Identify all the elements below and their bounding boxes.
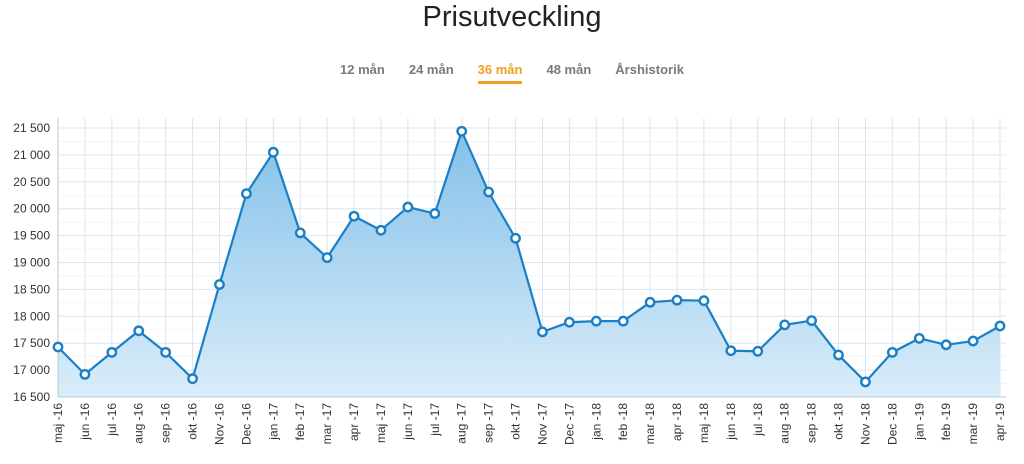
y-tick-label: 18 500 <box>13 282 50 296</box>
x-tick-label: feb -17 <box>293 403 307 441</box>
tab-48-months[interactable]: 48 mån <box>546 62 592 77</box>
data-point <box>267 146 279 158</box>
data-point <box>860 376 871 388</box>
x-tick-label: jul -18 <box>751 403 765 437</box>
x-tick-label: mar -19 <box>966 403 980 445</box>
x-tick-label: sep -17 <box>482 403 496 443</box>
x-tick-label: jun -18 <box>724 403 738 441</box>
data-point <box>187 373 198 385</box>
x-tick-label: jun -17 <box>401 403 415 441</box>
data-point <box>833 349 844 361</box>
data-point <box>563 316 575 328</box>
tab-24-months[interactable]: 24 mån <box>408 62 454 77</box>
data-point <box>79 369 91 380</box>
x-tick-label: maj -16 <box>51 403 65 443</box>
x-tick-label: Nov -17 <box>535 403 549 445</box>
data-point <box>779 319 791 331</box>
x-tick-label: apr -17 <box>347 403 361 441</box>
x-tick-label: Nov -18 <box>858 403 872 445</box>
x-tick-label: Dec -18 <box>885 403 899 445</box>
x-tick-label: Dec -17 <box>562 403 576 445</box>
data-point <box>240 188 252 200</box>
x-tick-label: jan -17 <box>266 403 280 441</box>
y-tick-label: 19 500 <box>13 229 50 243</box>
x-tick-label: feb -18 <box>616 403 630 441</box>
data-point <box>160 346 172 358</box>
x-tick-label: feb -19 <box>939 403 953 441</box>
data-point <box>806 315 817 327</box>
x-tick-label: maj -17 <box>374 403 388 443</box>
x-tick-label: aug -17 <box>455 403 469 444</box>
series-area <box>58 131 1000 398</box>
data-point <box>321 252 333 264</box>
data-point <box>483 186 495 198</box>
y-tick-label: 17 000 <box>13 363 50 377</box>
points-layer <box>52 125 1006 388</box>
x-tick-label: okt -17 <box>509 403 523 440</box>
data-point <box>913 332 925 344</box>
data-point <box>510 232 521 244</box>
y-tick-label: 16 500 <box>13 390 50 404</box>
data-point <box>456 125 468 137</box>
data-point <box>698 295 710 307</box>
y-tick-label: 21 500 <box>13 121 50 135</box>
tab-12-months[interactable]: 12 mån <box>340 62 385 77</box>
x-tick-label: mar -17 <box>320 403 334 445</box>
x-tick-label: maj -18 <box>697 403 711 443</box>
data-point <box>617 315 629 327</box>
data-point <box>671 294 683 306</box>
data-point <box>133 325 145 337</box>
x-tick-label: okt -18 <box>832 403 846 440</box>
x-tick-label: aug -18 <box>778 403 792 444</box>
x-tick-label: jul -16 <box>105 403 119 437</box>
y-tick-label: 20 000 <box>13 202 50 216</box>
data-point <box>725 345 737 357</box>
tab-36-months[interactable]: 36 mån <box>477 62 523 84</box>
x-tick-label: sep -16 <box>159 403 173 443</box>
data-point <box>940 339 952 351</box>
data-point <box>644 296 656 308</box>
x-tick-label: Nov -16 <box>212 403 226 445</box>
data-point <box>886 346 898 358</box>
chart-title: Prisutveckling <box>422 1 602 33</box>
x-tick-label: apr -18 <box>670 403 684 441</box>
x-tick-label: jul -17 <box>428 403 442 437</box>
x-tick-label: jan -19 <box>912 403 926 441</box>
x-tick-label: okt -16 <box>186 403 200 440</box>
x-tick-label: apr -19 <box>993 403 1007 441</box>
x-tick-label: jan -18 <box>589 403 603 441</box>
area-layer <box>57 130 1001 398</box>
tab-year-history[interactable]: Årshistorik <box>615 62 684 77</box>
y-tick-label: 20 500 <box>13 175 50 189</box>
data-point <box>106 346 118 358</box>
x-tick-label: Dec -16 <box>239 403 253 445</box>
data-point <box>214 279 225 290</box>
y-tick-label: 18 000 <box>13 309 50 323</box>
data-point <box>967 335 979 347</box>
period-tabs: 12 mån 24 mån 36 mån 48 mån Årshistorik <box>0 62 1024 84</box>
x-tick-label: sep -18 <box>805 403 819 443</box>
data-point <box>52 341 64 353</box>
data-point <box>752 345 764 357</box>
x-tick-label: mar -18 <box>643 403 657 445</box>
y-tick-label: 19 000 <box>13 256 50 270</box>
y-tick-label: 17 500 <box>13 336 50 350</box>
y-tick-label: 21 000 <box>13 148 50 162</box>
data-point <box>429 208 441 219</box>
data-point <box>402 201 414 213</box>
data-point <box>590 315 602 327</box>
data-point <box>294 227 306 239</box>
series-line <box>57 130 1001 384</box>
data-point <box>348 210 360 222</box>
axes: 16 500 17 000 17 500 18 000 18 500 19 000 19 5… <box>13 118 1007 445</box>
data-point <box>994 320 1006 332</box>
x-tick-label: jun -16 <box>78 403 92 441</box>
data-point <box>375 224 387 236</box>
x-tick-label: aug -16 <box>132 403 146 444</box>
data-point <box>537 326 548 338</box>
